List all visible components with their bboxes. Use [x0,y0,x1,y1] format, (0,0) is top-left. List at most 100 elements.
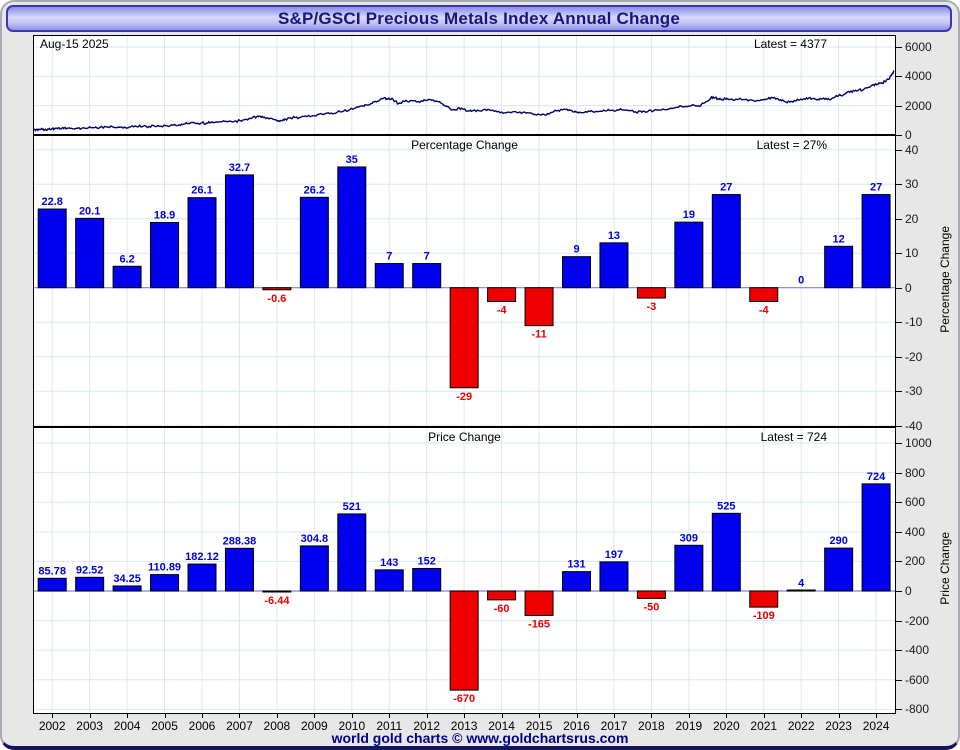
bar-value-label-2011: 143 [380,557,398,569]
bar-value-label-2020: 27 [720,182,732,194]
plot-area: 22.8 20.1 6.2 18.9 26.1 32.7 -0.6 26.2 35 7 7 -29 -4… [33,35,896,714]
bar-2003 [75,576,105,592]
bar-value-label-2018: -3 [647,301,657,313]
bar-2021 [749,590,779,608]
bar-2016 [562,256,591,289]
bar-value-label-2011: 7 [386,251,392,263]
year-label-2009: 2009 [300,719,328,733]
page-title: S&P/GSCI Precious Metals Index Annual Ch… [277,8,681,28]
latest-index-label: Latest = 4377 [753,37,827,51]
x-tickmark [89,714,91,718]
y-tick-label: 400 [905,524,926,539]
bar-2013 [449,590,479,691]
y-tick-label: 800 [905,465,926,480]
bar-2019 [674,544,704,592]
price-axis-title: Price Change [938,532,952,605]
bar-2023 [824,245,854,289]
y-tickmark [896,322,902,324]
year-label-2007: 2007 [226,719,253,733]
bar-value-label-2023: 12 [833,233,845,245]
x-tickmark [464,714,466,718]
bar-2008 [262,287,292,291]
bar-2024 [861,194,891,289]
bar-value-label-2017: 197 [605,549,623,561]
y-tick-label: -200 [905,613,930,628]
y-tick-label: 4000 [905,69,932,84]
bar-2004 [112,265,142,289]
bar-value-label-2008: -0.6 [267,293,286,305]
year-label-2024: 2024 [862,719,890,733]
y-tickmark [896,135,902,136]
x-tickmark [501,714,503,718]
year-label-2017: 2017 [600,719,628,733]
bar-2004 [112,585,142,592]
pct-panel-caption: Percentage Change [411,138,518,152]
y-tick-label: -30 [905,384,923,399]
x-tickmark [539,714,541,718]
bar-value-label-2020: 525 [717,500,735,512]
x-tickmark [202,714,203,718]
bar-value-label-2017: 13 [608,230,620,242]
latest-price-label: Latest = 724 [760,430,827,444]
x-tickmark [876,714,878,718]
x-tickmark [838,714,840,718]
bar-value-label-2002: 85.78 [38,565,66,577]
y-tick-label: 10 [905,246,919,261]
bar-value-label-2019: 19 [683,209,695,221]
bar-2014 [487,287,517,302]
bar-value-label-2015: -165 [528,618,550,630]
year-label-2011: 2011 [376,719,403,733]
x-tickmark [726,714,728,718]
y-tickmark [896,502,902,504]
bar-value-label-2012: 7 [424,251,430,263]
bar-2015 [524,590,554,616]
x-tickmark [314,714,316,718]
bar-2021 [749,287,779,302]
bar-value-label-2013: -29 [456,391,472,403]
price-change-panel: 85.78 92.52 34.25 110.89 182.12 288.38 -6.44 30… [33,427,896,714]
y-tickmark [896,650,902,652]
bar-value-label-2014: -4 [497,305,508,317]
footer-credit: world gold charts © www.goldchartsrus.co… [331,730,629,746]
y-tickmark [896,531,902,533]
y-tick-label: -10 [905,315,923,330]
bar-value-label-2008: -6.44 [264,595,290,607]
y-tickmark [896,184,902,186]
x-tickmark [426,714,428,718]
y-tick-label: -600 [905,672,930,687]
y-tickmark [896,472,902,474]
x-tickmark [276,714,278,718]
bar-2012 [412,568,442,592]
bar-value-label-2014: -60 [494,603,510,615]
bar-value-label-2023: 290 [829,535,847,547]
bar-2011 [374,263,404,289]
bar-value-label-2004: 34.25 [113,573,141,585]
year-label-2002: 2002 [38,719,66,733]
y-tick-label: 6000 [905,40,932,55]
y-tickmark [896,443,902,445]
bar-2012 [412,263,442,289]
x-tickmark [52,714,54,718]
y-tick-label: -40 [905,418,923,433]
bar-value-label-2013: -670 [453,693,475,705]
bar-value-label-2021: -4 [759,305,770,317]
bar-value-label-2016: 131 [567,559,585,571]
bar-2023 [824,547,854,592]
date-label: Aug-15 2025 [40,37,109,51]
year-label-2006: 2006 [188,719,216,733]
year-label-2005: 2005 [151,719,178,733]
bar-2016 [562,571,591,592]
y-tickmark [896,356,902,358]
bar-2005 [150,574,180,592]
bar-2017 [599,561,629,592]
bar-value-label-2002: 22.8 [41,196,62,208]
year-label-2023: 2023 [825,719,852,733]
y-tickmark [896,149,902,151]
bar-2006 [187,197,217,289]
y-tickmark [896,679,902,681]
bar-value-label-2010: 521 [343,501,361,513]
bar-2010 [337,166,367,289]
bar-value-label-2024: 724 [867,471,886,483]
year-label-2008: 2008 [263,719,291,733]
bar-value-label-2016: 9 [573,244,579,256]
